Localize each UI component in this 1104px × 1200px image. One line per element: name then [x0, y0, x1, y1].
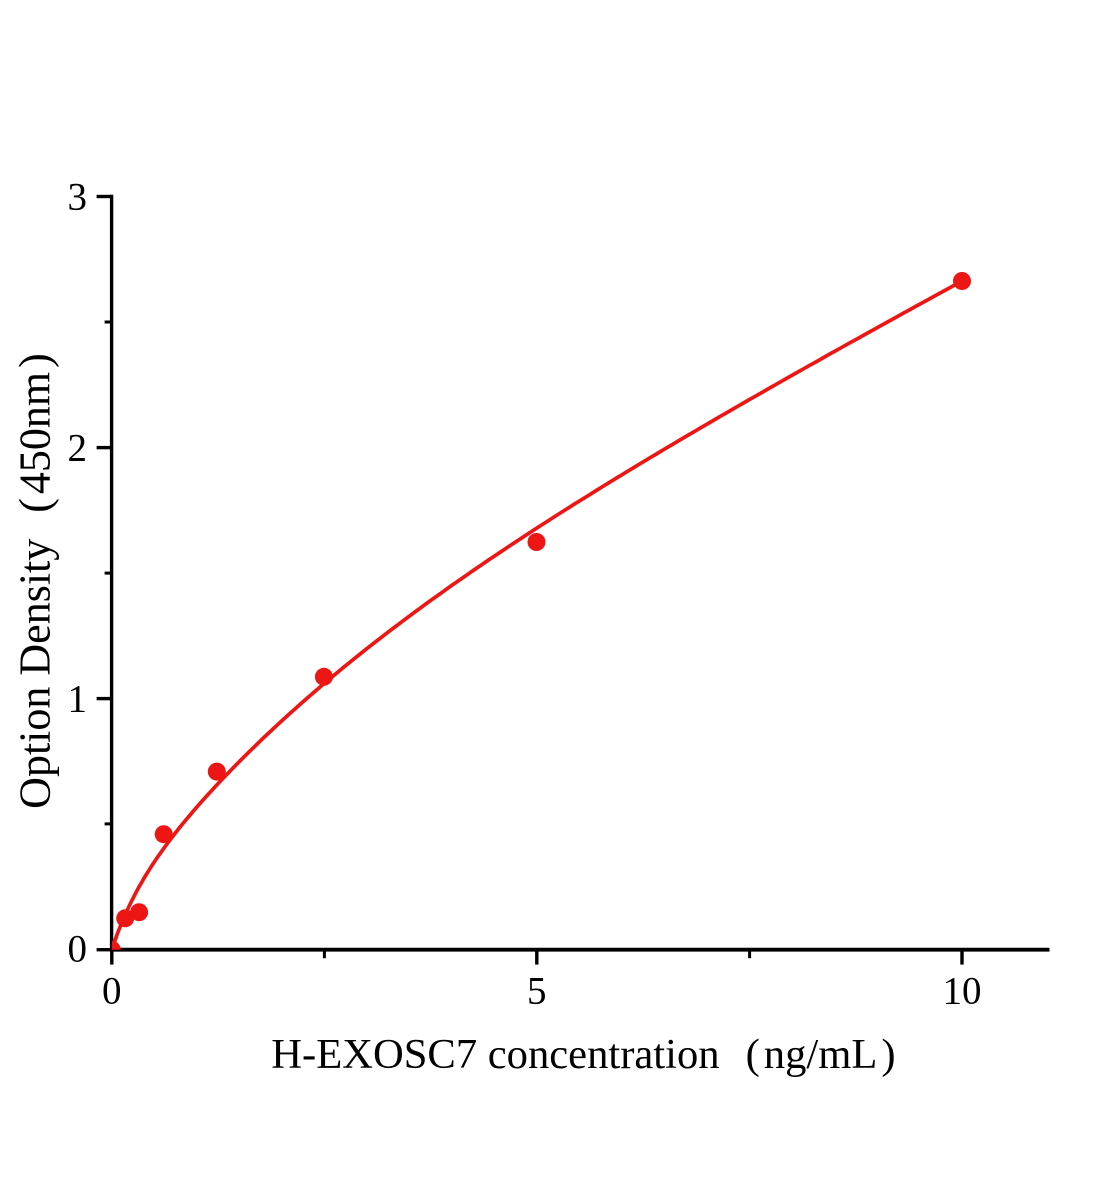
svg-text:1: 1 [68, 678, 88, 721]
svg-text:5: 5 [527, 970, 547, 1013]
svg-text:H-EXOSC7 concentration(ng/mL): H-EXOSC7 concentration (ng/mL) [271, 1031, 895, 1078]
svg-text:2: 2 [68, 427, 88, 470]
svg-text:10: 10 [943, 970, 982, 1013]
svg-text:Option Density(450nm): Option Density(450nm) [10, 353, 59, 809]
svg-text:3: 3 [68, 175, 88, 218]
svg-text:0: 0 [68, 927, 88, 970]
svg-text:0: 0 [102, 970, 122, 1013]
